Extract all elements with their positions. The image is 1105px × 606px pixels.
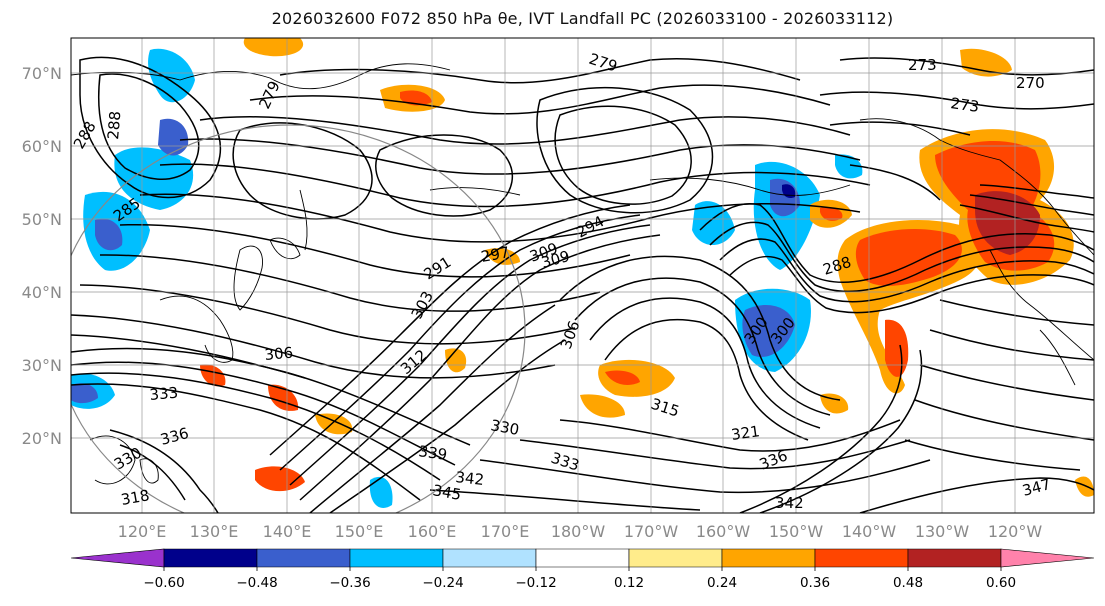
positive-anomaly-patch bbox=[580, 394, 625, 418]
colorbar-tick-label: −0.48 bbox=[236, 575, 277, 591]
positive-anomaly-patch bbox=[200, 364, 226, 387]
colorbar-tick-label: 0.36 bbox=[800, 575, 830, 591]
contour-label: 303 bbox=[408, 288, 437, 322]
colorbar-segment bbox=[349, 548, 444, 568]
colorbar-segment bbox=[721, 548, 816, 568]
lon-label: 150°E bbox=[335, 522, 384, 541]
lat-label: 40°N bbox=[22, 283, 62, 302]
contour-label: 270 bbox=[1016, 74, 1045, 92]
negative-anomaly-patch bbox=[71, 383, 98, 404]
lat-label: 30°N bbox=[22, 356, 62, 375]
negative-anomaly-patch bbox=[782, 184, 796, 199]
positive-anomaly-patch bbox=[445, 348, 467, 373]
contour-label: 342 bbox=[775, 494, 804, 512]
contour-label: 315 bbox=[649, 395, 682, 421]
negative-anomaly-patch bbox=[95, 218, 123, 251]
contour-label: 273 bbox=[949, 94, 980, 116]
lon-label: 160°W bbox=[696, 522, 751, 541]
contour-label: 330 bbox=[489, 416, 520, 439]
lat-label: 50°N bbox=[22, 210, 62, 229]
latitude-labels: 70°N 60°N 50°N 40°N 30°N 20°N bbox=[22, 64, 62, 448]
lon-label: 130°W bbox=[915, 522, 970, 541]
negative-anomaly-patch bbox=[158, 118, 189, 156]
negative-anomaly-patch bbox=[835, 154, 863, 179]
lon-label: 170°E bbox=[481, 522, 530, 541]
colorbar-segment bbox=[163, 548, 258, 568]
positive-anomaly-patch bbox=[885, 319, 909, 377]
colorbar-tick-label: 0.60 bbox=[986, 575, 1016, 591]
negative-anomaly-patch bbox=[369, 476, 393, 508]
contour-label: 342 bbox=[455, 468, 485, 489]
colorbar-segment bbox=[814, 548, 909, 568]
colorbar-segment bbox=[256, 548, 351, 568]
map-frame bbox=[70, 37, 1095, 514]
contour-label: 333 bbox=[149, 384, 179, 404]
colorbar-tick-label: −0.12 bbox=[515, 575, 556, 591]
colorbar-segment bbox=[442, 548, 537, 568]
colorbar-segment bbox=[1000, 548, 1095, 568]
lon-label: 160°E bbox=[408, 522, 457, 541]
contour-label: 345 bbox=[431, 481, 462, 504]
lat-label: 70°N bbox=[22, 64, 62, 83]
contour-label: 273 bbox=[908, 56, 937, 74]
positive-anomaly-patch bbox=[255, 466, 305, 492]
positive-anomaly-patch bbox=[960, 48, 1012, 77]
contour-label: 321 bbox=[730, 422, 761, 444]
positive-anomaly-patch bbox=[605, 370, 640, 385]
positive-anomaly-patch bbox=[400, 90, 432, 106]
colorbar-tick-label: −0.36 bbox=[329, 575, 370, 591]
positive-anomaly-patch bbox=[855, 228, 962, 286]
colorbar-segment bbox=[535, 548, 630, 568]
contour-label: 288 bbox=[104, 110, 124, 140]
negative-anomaly-patch bbox=[692, 201, 735, 245]
colorbar-segment bbox=[70, 548, 165, 568]
colorbar-segment bbox=[907, 548, 1002, 568]
lon-label: 150°W bbox=[769, 522, 824, 541]
contour-label: 291 bbox=[421, 253, 455, 283]
contour-label: 279 bbox=[255, 78, 283, 112]
contour-label: 279 bbox=[587, 50, 620, 76]
lon-label: 170°W bbox=[624, 522, 679, 541]
coastlines bbox=[71, 63, 1094, 485]
lon-label: 120°E bbox=[118, 522, 167, 541]
longitude-labels: 120°E 130°E 140°E 150°E 160°E 170°E 180°… bbox=[118, 522, 1043, 541]
contour-label: 339 bbox=[417, 442, 448, 464]
contour-label: 318 bbox=[120, 486, 151, 509]
colorbar-tick-label: −0.24 bbox=[422, 575, 463, 591]
contour-label: 336 bbox=[158, 424, 190, 449]
contour-label: 306 bbox=[264, 344, 294, 364]
contour-label: 306 bbox=[557, 318, 584, 351]
contour-label: 297 bbox=[480, 243, 511, 266]
lat-label: 20°N bbox=[22, 429, 62, 448]
colorbar-tick-label: −0.60 bbox=[143, 575, 184, 591]
contour-label: 312 bbox=[397, 346, 431, 378]
lon-label: 130°E bbox=[190, 522, 239, 541]
lon-label: 140°E bbox=[263, 522, 312, 541]
map-title: 2026032600 F072 850 hPa θe, IVT Landfall… bbox=[271, 9, 894, 28]
colorbar-tick-label: 0.48 bbox=[893, 575, 923, 591]
lat-label: 60°N bbox=[22, 137, 62, 156]
lon-label: 180°W bbox=[551, 522, 606, 541]
colorbar-tick-label: 0.24 bbox=[707, 575, 737, 591]
colorbar: −0.60 −0.48 −0.36 −0.24 −0.12 0.12 0.24 0.36 0.4… bbox=[70, 548, 1095, 591]
positive-anomaly-patch bbox=[315, 413, 353, 435]
lon-label: 120°W bbox=[988, 522, 1043, 541]
positive-anomaly-patch bbox=[1075, 476, 1094, 497]
positive-anomaly-patch bbox=[975, 191, 1040, 255]
positive-anomaly-patch bbox=[820, 393, 849, 414]
contour-label: 330 bbox=[111, 444, 145, 474]
positive-anomaly-patch bbox=[243, 38, 304, 57]
colorbar-segment bbox=[628, 548, 723, 568]
contour-layer bbox=[71, 56, 1094, 513]
lon-label: 140°W bbox=[842, 522, 897, 541]
positive-anomaly-patch bbox=[820, 207, 843, 221]
gridlines bbox=[71, 38, 1094, 513]
colorbar-tick-label: 0.12 bbox=[614, 575, 644, 591]
